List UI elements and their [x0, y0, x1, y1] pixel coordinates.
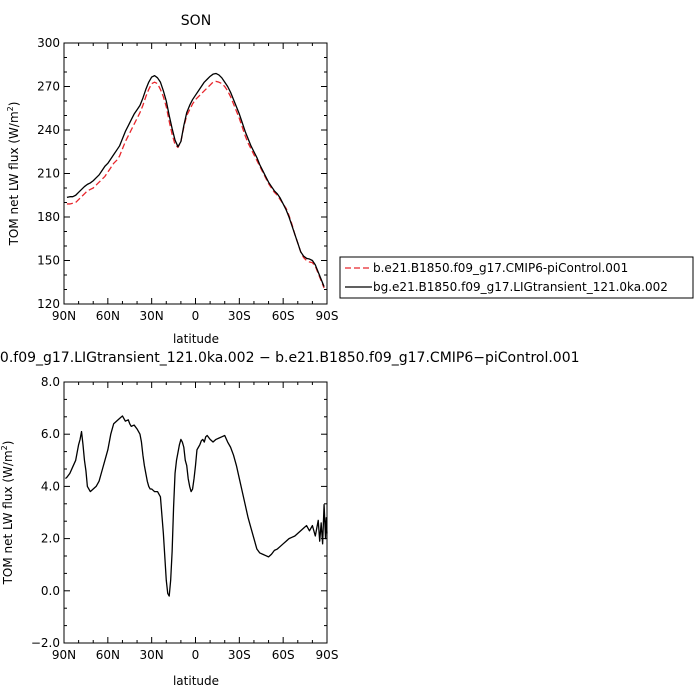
- top-series-line-0: [66, 80, 325, 289]
- top-x-axis-title: latitude: [173, 332, 219, 346]
- top-panel-title: SON: [181, 13, 211, 29]
- legend-label-piControl: b.e21.B1850.f09_g17.CMIP6-piControl.001: [373, 261, 628, 275]
- top-plot-frame: [63, 42, 328, 305]
- bottom-x-axis-title: latitude: [173, 674, 219, 688]
- bottom-ticks-layer: 90N 60N 30N 0 30S 60S 90S −2.0 0.0 2.0 4.0 6.0 8.0: [31, 375, 339, 662]
- bottom-panel: bg.e21.B1850.f09_g17.LIGtransient_121.0k…: [0, 350, 580, 688]
- bottom-series-line-0: [65, 415, 328, 597]
- top-x-tick-label: 30N: [140, 309, 164, 323]
- top-y-tick-label: 300: [37, 36, 60, 50]
- bottom-y-axis-title: TOM net LW flux (W/m2): [0, 441, 15, 586]
- bottom-y-tick-label: 0.0: [41, 584, 60, 598]
- bottom-panel-title: bg.e21.B1850.f09_g17.LIGtransient_121.0k…: [0, 350, 580, 366]
- bottom-x-tick-label: 90S: [316, 648, 339, 662]
- top-y-tick-label: 240: [37, 123, 60, 137]
- top-y-tick-label: 180: [37, 210, 60, 224]
- top-y-tick-label: 120: [37, 297, 60, 311]
- top-y-tick-label: 150: [37, 254, 60, 268]
- top-series-layer: [66, 72, 325, 289]
- bottom-y-tick-label: −2.0: [31, 636, 60, 650]
- top-x-tick-label: 90S: [316, 309, 339, 323]
- bottom-x-tick-label: 60S: [272, 648, 295, 662]
- top-x-tick-label: 60S: [272, 309, 295, 323]
- top-x-tick-label: 90N: [52, 309, 76, 323]
- top-series-line-1: [66, 72, 325, 287]
- bottom-x-tick-label: 60N: [96, 648, 120, 662]
- top-y-axis-title: TOM net LW flux (W/m2): [6, 102, 21, 247]
- top-x-tick-label: 30S: [228, 309, 251, 323]
- bottom-plot-frame: [63, 381, 328, 644]
- top-x-tick-label: 0: [192, 309, 200, 323]
- legend: b.e21.B1850.f09_g17.CMIP6-piControl.001 …: [339, 256, 694, 299]
- bottom-x-tick-label: 90N: [52, 648, 76, 662]
- bottom-y-tick-label: 6.0: [41, 427, 60, 441]
- bottom-series-layer: [65, 415, 328, 597]
- bottom-y-tick-label: 2.0: [41, 532, 60, 546]
- legend-label-LIGtransient: bg.e21.B1850.f09_g17.LIGtransient_121.0k…: [373, 280, 668, 294]
- top-ticks-layer: 90N 60N 30N 0 30S 60S 90S 120 150 180 210 240 270 300: [37, 36, 338, 323]
- bottom-x-tick-label: 30N: [140, 648, 164, 662]
- top-panel: SON 90N 60N 30N 0 30S 60S 90S 120 150 180 210 240 27…: [6, 13, 338, 346]
- top-y-tick-label: 210: [37, 167, 60, 181]
- bottom-y-tick-label: 8.0: [41, 375, 60, 389]
- bottom-x-tick-label: 30S: [228, 648, 251, 662]
- bottom-x-tick-label: 0: [192, 648, 200, 662]
- legend-box: [339, 256, 694, 299]
- top-y-tick-label: 270: [37, 80, 60, 94]
- top-x-tick-label: 60N: [96, 309, 120, 323]
- bottom-y-tick-label: 4.0: [41, 479, 60, 493]
